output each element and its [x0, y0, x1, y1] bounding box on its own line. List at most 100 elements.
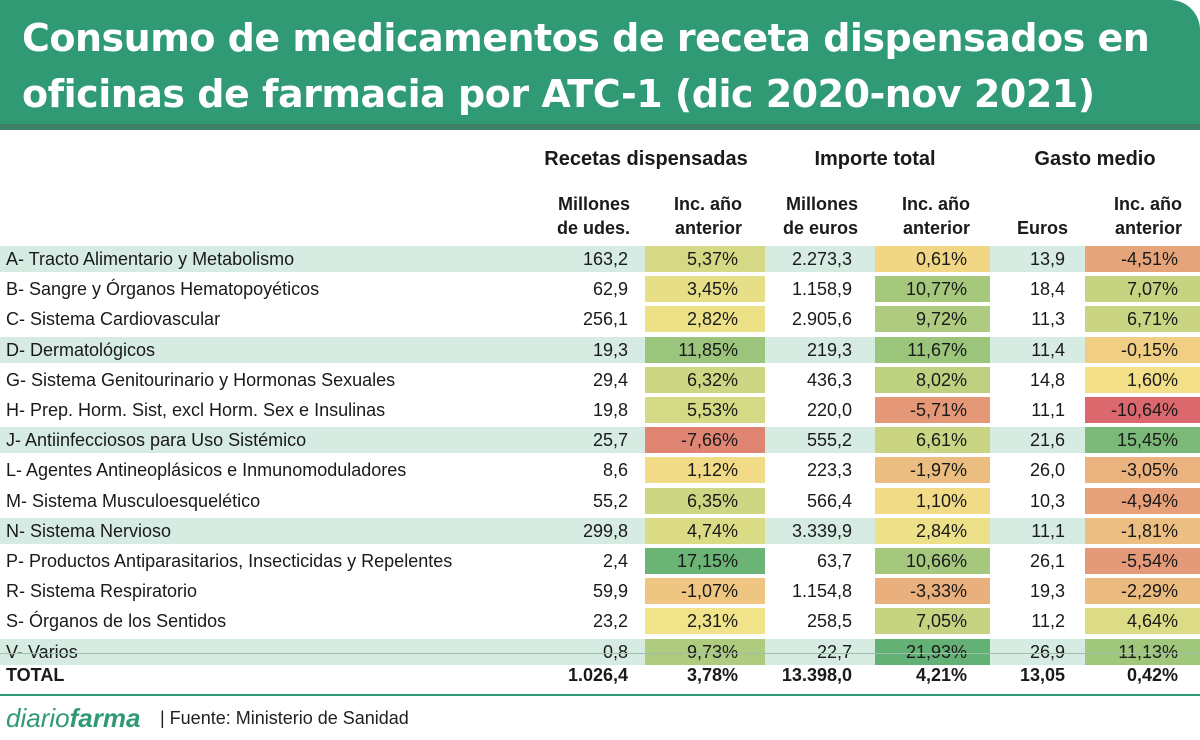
cell-recetas: 19,3	[520, 337, 628, 363]
cell-inc-gasto: 6,71%	[1085, 306, 1178, 332]
subheader-line: Inc. año	[630, 192, 742, 216]
cell-gasto: 21,6	[980, 427, 1065, 453]
subheader-inc-importe: Inc. año anterior	[860, 192, 970, 240]
table-row: N- Sistema Nervioso 299,8 4,74% 3.339,9 2,84…	[0, 518, 1200, 544]
subheader-line: de udes.	[520, 216, 630, 240]
cell-gasto: 26,1	[980, 548, 1065, 574]
subheader-line: de euros	[750, 216, 858, 240]
cell-inc-gasto: 7,07%	[1085, 276, 1178, 302]
group-header-gasto: Gasto medio	[1000, 148, 1190, 171]
cell-gasto: 11,2	[980, 608, 1065, 634]
cell-inc-gasto: -3,05%	[1085, 457, 1178, 483]
cell-recetas: 163,2	[520, 246, 628, 272]
cell-importe: 555,2	[750, 427, 852, 453]
cell-recetas: 23,2	[520, 608, 628, 634]
cell-inc-importe: -5,71%	[875, 397, 967, 423]
group-header-importe: Importe total	[780, 148, 970, 171]
cell-recetas: 256,1	[520, 306, 628, 332]
cell-importe: 2.273,3	[750, 246, 852, 272]
cell-inc-recetas: 5,53%	[645, 397, 738, 423]
total-row: TOTAL 1.026,4 3,78% 13.398,0 4,21% 13,05…	[0, 660, 1200, 690]
source-note: | Fuente: Ministerio de Sanidad	[160, 706, 409, 730]
subheader-inc-recetas: Inc. año anterior	[630, 192, 742, 240]
cell-recetas: 55,2	[520, 488, 628, 514]
group-header-recetas: Recetas dispensadas	[528, 148, 764, 171]
subheader-line: anterior	[630, 216, 742, 240]
table-row: M- Sistema Musculoesquelético 55,2 6,35% 56…	[0, 488, 1200, 514]
cell-importe: 223,3	[750, 457, 852, 483]
cell-inc-gasto: 15,45%	[1085, 427, 1178, 453]
cell-inc-importe: 10,66%	[875, 548, 967, 574]
cell-inc-importe: 9,72%	[875, 306, 967, 332]
cell-recetas: 8,6	[520, 457, 628, 483]
cell-gasto: 14,8	[980, 367, 1065, 393]
cell-recetas: 25,7	[520, 427, 628, 453]
chart-title-line-1: Consumo de medicamentos de receta dispen…	[22, 10, 1149, 66]
subheader-line: Millones	[750, 192, 858, 216]
table-row: R- Sistema Respiratorio 59,9 -1,07% 1.154,8…	[0, 578, 1200, 604]
cell-gasto: 19,3	[980, 578, 1065, 604]
table-row: H- Prep. Horm. Sist, excl Horm. Sex e In…	[0, 397, 1200, 423]
cell-inc-gasto: -1,81%	[1085, 518, 1178, 544]
cell-gasto: 11,4	[980, 337, 1065, 363]
row-label: D- Dermatológicos	[6, 337, 155, 363]
total-separator	[0, 653, 1200, 654]
cell-gasto: 11,1	[980, 397, 1065, 423]
cell-importe: 566,4	[750, 488, 852, 514]
cell-inc-gasto: 4,64%	[1085, 608, 1178, 634]
cell-inc-importe: 6,61%	[875, 427, 967, 453]
table-row: A- Tracto Alimentario y Metabolismo 163,2…	[0, 246, 1200, 272]
cell-inc-importe: 1,10%	[875, 488, 967, 514]
chart-title: Consumo de medicamentos de receta dispen…	[22, 10, 1149, 122]
cell-recetas: 2,4	[520, 548, 628, 574]
table-row: C- Sistema Cardiovascular 256,1 2,82% 2.905…	[0, 306, 1200, 332]
subheader-line: Inc. año	[860, 192, 970, 216]
subheader-line: Millones	[520, 192, 630, 216]
cell-gasto: 13,9	[980, 246, 1065, 272]
row-label: P- Productos Antiparasitarios, Insectici…	[6, 548, 452, 574]
cell-importe: 258,5	[750, 608, 852, 634]
cell-inc-gasto: -5,54%	[1085, 548, 1178, 574]
total-inc-recetas: 3,78%	[645, 660, 738, 690]
cell-importe: 2.905,6	[750, 306, 852, 332]
row-label: L- Agentes Antineoplásicos e Inmunomodul…	[6, 457, 406, 483]
subheader-millones-euros: Millones de euros	[750, 192, 858, 240]
cell-inc-importe: -3,33%	[875, 578, 967, 604]
brand-part-1: diario	[6, 703, 70, 733]
row-label: N- Sistema Nervioso	[6, 518, 171, 544]
cell-inc-recetas: 3,45%	[645, 276, 738, 302]
cell-gasto: 11,1	[980, 518, 1065, 544]
total-recetas: 1.026,4	[520, 660, 628, 690]
brand-part-2: farma	[70, 703, 141, 733]
cell-inc-recetas: 6,32%	[645, 367, 738, 393]
title-banner-underline	[0, 124, 1200, 130]
cell-inc-importe: -1,97%	[875, 457, 967, 483]
cell-recetas: 299,8	[520, 518, 628, 544]
row-label: M- Sistema Musculoesquelético	[6, 488, 260, 514]
cell-inc-importe: 11,67%	[875, 337, 967, 363]
chart-title-line-2: oficinas de farmacia por ATC-1 (dic 2020…	[22, 66, 1149, 122]
total-gasto: 13,05	[980, 660, 1065, 690]
cell-recetas: 59,9	[520, 578, 628, 604]
cell-inc-recetas: 5,37%	[645, 246, 738, 272]
footer-rule	[0, 694, 1200, 696]
cell-inc-recetas: 2,82%	[645, 306, 738, 332]
cell-gasto: 11,3	[980, 306, 1065, 332]
cell-inc-gasto: 1,60%	[1085, 367, 1178, 393]
cell-importe: 436,3	[750, 367, 852, 393]
total-inc-gasto: 0,42%	[1085, 660, 1178, 690]
cell-inc-recetas: -1,07%	[645, 578, 738, 604]
table-row: G- Sistema Genitourinario y Hormonas Sex…	[0, 367, 1200, 393]
cell-inc-recetas: 11,85%	[645, 337, 738, 363]
total-importe: 13.398,0	[750, 660, 852, 690]
cell-importe: 3.339,9	[750, 518, 852, 544]
subheader-line: anterior	[1070, 216, 1182, 240]
cell-inc-gasto: -4,94%	[1085, 488, 1178, 514]
cell-inc-gasto: -2,29%	[1085, 578, 1178, 604]
total-label: TOTAL	[6, 660, 64, 690]
table-row: P- Productos Antiparasitarios, Insectici…	[0, 548, 1200, 574]
subheader-line: Inc. año	[1070, 192, 1182, 216]
cell-importe: 219,3	[750, 337, 852, 363]
subheader-euros: Euros	[980, 192, 1068, 240]
cell-recetas: 29,4	[520, 367, 628, 393]
